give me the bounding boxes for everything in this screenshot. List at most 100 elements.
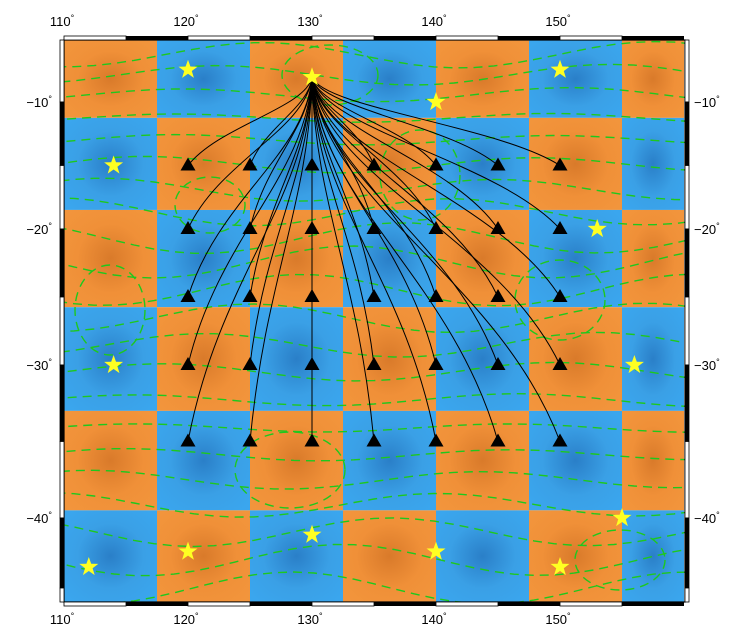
contour-layer bbox=[64, 40, 685, 602]
frame-segment-side bbox=[59, 364, 65, 442]
frame-segment-side bbox=[684, 296, 690, 366]
lat-tick-label-left: −20° bbox=[26, 221, 52, 237]
event-star bbox=[550, 557, 570, 576]
contour-line bbox=[64, 448, 685, 462]
contour-line bbox=[64, 392, 685, 407]
lon-tick-label: 130° bbox=[297, 13, 323, 29]
station-triangle bbox=[552, 289, 568, 302]
contour-line bbox=[64, 40, 685, 69]
frame-segment-side bbox=[684, 228, 690, 298]
lon-tick-label: 150° bbox=[545, 611, 571, 627]
contour-line bbox=[64, 86, 685, 103]
event-star bbox=[178, 541, 198, 560]
frame-segment-bottom bbox=[559, 601, 623, 607]
checker-cell-blue bbox=[529, 209, 622, 308]
station-triangle bbox=[428, 221, 444, 234]
ray-path bbox=[311, 77, 561, 442]
lat-tick-label-left: −10° bbox=[26, 94, 52, 110]
station-triangle bbox=[180, 357, 196, 370]
checker-cell-blue bbox=[529, 40, 622, 118]
frame-segment-side bbox=[59, 517, 65, 589]
frame-segment-side bbox=[59, 165, 65, 230]
frame-segment-bottom bbox=[435, 601, 499, 607]
checker-cell-orange bbox=[343, 510, 436, 602]
event-star bbox=[302, 67, 322, 86]
checker-cell-orange bbox=[436, 209, 529, 308]
frame-segment-side bbox=[59, 587, 65, 603]
ray-path bbox=[311, 77, 437, 442]
checker-cell-blue bbox=[343, 209, 436, 308]
station-triangle bbox=[366, 289, 382, 302]
ray-path bbox=[311, 77, 375, 442]
checker-cell-orange bbox=[157, 307, 250, 411]
lon-tick-label: 140° bbox=[421, 611, 447, 627]
checker-cell-blue bbox=[250, 510, 343, 602]
checker-cell-orange bbox=[64, 40, 157, 118]
frame-segment-bottom bbox=[374, 602, 436, 606]
frame-segment-bottom bbox=[126, 602, 188, 606]
frame-segment-bottom bbox=[250, 602, 312, 606]
event-layer bbox=[79, 59, 644, 576]
frame-segment-top bbox=[187, 35, 251, 41]
station-triangle bbox=[490, 221, 506, 234]
checker-cell-blue bbox=[622, 307, 684, 411]
ray-path bbox=[311, 77, 561, 166]
station-triangle bbox=[180, 221, 196, 234]
contour-line bbox=[64, 543, 685, 577]
checkerboard-layer bbox=[64, 40, 684, 602]
frame-segment-side bbox=[684, 441, 690, 519]
frame-segment-side bbox=[59, 441, 65, 519]
frame-segment-side bbox=[684, 165, 690, 230]
checker-cell-blue bbox=[250, 117, 343, 210]
station-triangle bbox=[242, 357, 258, 370]
event-star bbox=[79, 557, 99, 576]
event-star bbox=[587, 219, 607, 238]
contour-line bbox=[64, 133, 685, 146]
ray-path-layer bbox=[187, 77, 561, 442]
station-triangle bbox=[366, 357, 382, 370]
station-triangle bbox=[490, 433, 506, 447]
checker-cell-orange bbox=[343, 117, 436, 210]
contour-line bbox=[64, 469, 685, 490]
contour-line bbox=[64, 112, 685, 123]
frame-segment-side bbox=[684, 587, 690, 603]
station-triangle bbox=[490, 357, 506, 370]
checker-cell-orange bbox=[529, 307, 622, 411]
station-triangle bbox=[428, 433, 444, 447]
ray-path bbox=[311, 77, 499, 366]
station-triangle bbox=[180, 157, 196, 171]
checker-cell-blue bbox=[64, 307, 157, 411]
contour-loop bbox=[74, 264, 146, 356]
checker-cell-blue bbox=[622, 510, 684, 602]
contour-line bbox=[64, 63, 685, 86]
event-star bbox=[302, 524, 322, 543]
checker-cell-orange bbox=[622, 209, 684, 308]
contour-line bbox=[64, 245, 685, 279]
checker-cell-blue bbox=[436, 510, 529, 602]
lon-tick-label: 150° bbox=[545, 13, 571, 29]
lat-tick-label-right: −30° bbox=[694, 357, 720, 373]
ray-path bbox=[311, 77, 499, 442]
lon-tick-label: 130° bbox=[297, 611, 323, 627]
frame-segment-top bbox=[311, 35, 375, 41]
checker-cell-blue bbox=[64, 510, 157, 602]
ray-path bbox=[311, 77, 561, 230]
event-star bbox=[612, 508, 632, 527]
station-triangle bbox=[552, 221, 568, 234]
contour-line bbox=[64, 361, 685, 382]
lon-tick-label: 120° bbox=[173, 13, 199, 29]
station-triangle bbox=[304, 221, 320, 234]
frame-segment-bottom bbox=[187, 601, 251, 607]
checker-cell-orange bbox=[157, 510, 250, 602]
station-triangle bbox=[428, 157, 444, 171]
frame-segment-bottom bbox=[311, 601, 375, 607]
event-star bbox=[426, 541, 446, 560]
ray-path bbox=[187, 77, 313, 230]
contour-line bbox=[64, 177, 685, 202]
contour-loop bbox=[174, 176, 246, 234]
contour-line bbox=[64, 273, 685, 307]
ray-path bbox=[187, 77, 313, 298]
ray-path bbox=[249, 77, 313, 442]
lat-tick-label-right: −20° bbox=[694, 221, 720, 237]
lat-tick-label-right: −40° bbox=[694, 510, 720, 526]
